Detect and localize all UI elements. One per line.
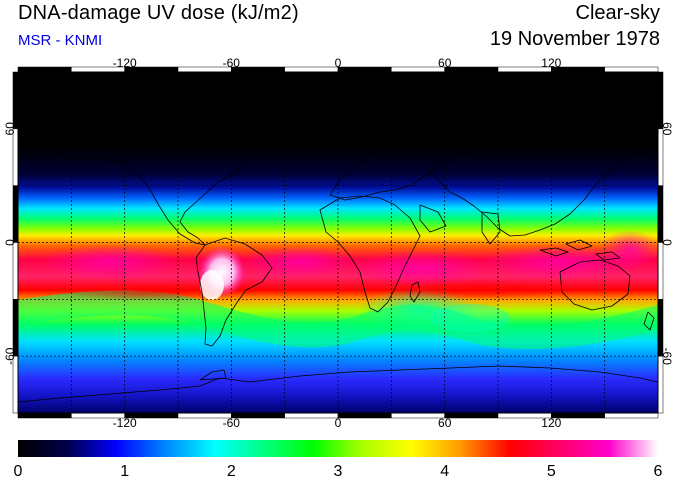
border-segment [657, 242, 664, 300]
lon-label-top: -120 [113, 56, 137, 70]
colorbar-tick-label: 5 [547, 463, 556, 480]
colorbar-tick-label: 1 [120, 463, 129, 480]
lon-label-top: 0 [335, 56, 342, 70]
border-segment [391, 66, 445, 73]
border-segment [17, 412, 72, 419]
coastlines [18, 99, 658, 403]
colorbar-labels: 0 1 2 3 4 5 6 [14, 463, 663, 480]
lat-label-right: 60 [660, 122, 674, 136]
sky-condition-label: Clear-sky [575, 2, 660, 24]
lon-label-bottom: 0 [335, 416, 342, 430]
gridlines [18, 72, 658, 413]
border-segment [444, 412, 499, 419]
colorbar-tick-label: 2 [227, 463, 236, 480]
border-segment [12, 185, 19, 243]
data-source-label: MSR - KNMI [18, 32, 103, 49]
lat-label-left: 0 [3, 239, 17, 246]
border-segment [391, 412, 445, 419]
lon-label-top: -60 [223, 56, 241, 70]
border-segment [444, 66, 499, 73]
lat-label-left: 60 [3, 122, 17, 136]
border-segment [284, 66, 339, 73]
lat-label-right: -60 [660, 348, 674, 366]
map-frame [17, 71, 659, 414]
lon-label-bottom: -60 [223, 416, 241, 430]
colorbar-tick-label: 4 [440, 463, 449, 480]
lat-label-left: -60 [3, 347, 17, 365]
border-segment [337, 66, 392, 73]
colorbar-tick-label: 6 [654, 463, 663, 480]
border-segment [284, 412, 339, 419]
border-segment [604, 66, 659, 73]
lon-label-bottom: 120 [541, 416, 561, 430]
map-title: DNA-damage UV dose (kJ/m2) [18, 2, 299, 24]
lon-label-bottom: 60 [438, 416, 452, 430]
border-segment [657, 185, 664, 243]
border-segment [12, 242, 19, 300]
border-segment [604, 412, 659, 419]
lon-label-top: 60 [438, 56, 452, 70]
map-border [12, 66, 664, 419]
lon-label-top: 120 [541, 56, 561, 70]
axis-labels: -120 -60 0 60 120 -120 -60 0 60 120 60 0… [3, 56, 674, 430]
border-segment [12, 128, 19, 186]
border-segment [17, 66, 72, 73]
border-segment [12, 71, 19, 130]
border-segment [657, 128, 664, 186]
border-segment [657, 71, 664, 130]
colorbar-tick-label: 0 [14, 463, 23, 480]
date-label: 19 November 1978 [489, 28, 660, 50]
lat-label-right: 0 [660, 239, 674, 246]
border-segment [337, 412, 392, 419]
colorbar-tick-label: 3 [334, 463, 343, 480]
colorbar [18, 440, 658, 457]
lon-label-bottom: -120 [113, 416, 137, 430]
